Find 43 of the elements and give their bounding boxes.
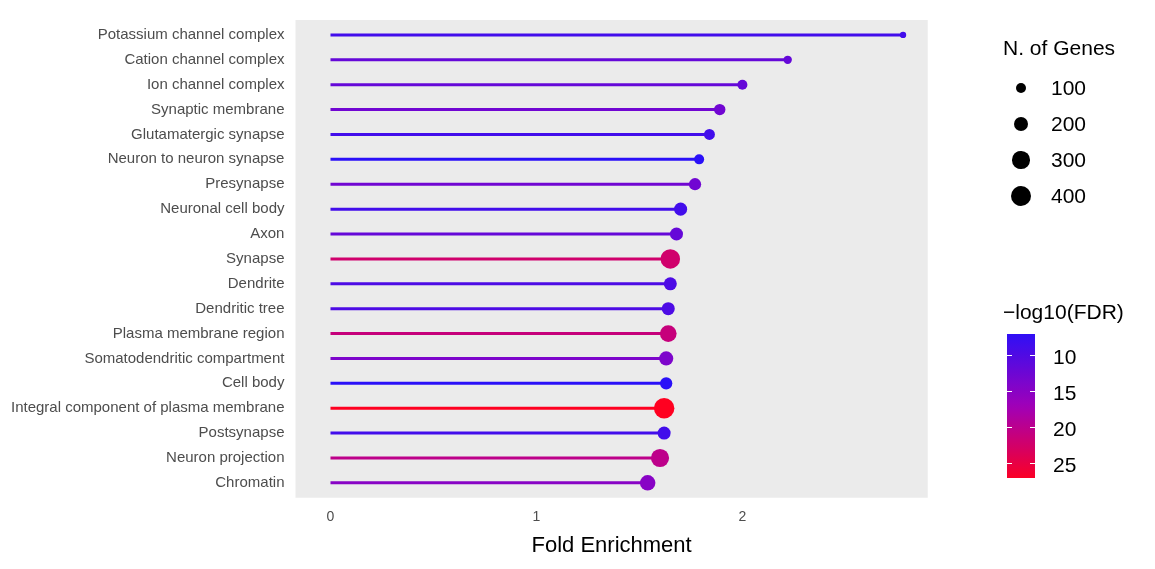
x-axis-title: Fold Enrichment — [531, 531, 692, 557]
point — [659, 351, 674, 366]
y-tick-label: Chromatin — [215, 473, 285, 491]
x-tick-label: 0 — [326, 508, 335, 525]
point — [657, 426, 671, 440]
color-bar-label: 25 — [1053, 452, 1077, 476]
legend-label: 100 — [1051, 76, 1087, 100]
legend-label: 400 — [1051, 184, 1087, 208]
point — [663, 277, 677, 291]
y-tick-label: Dendrite — [227, 273, 285, 291]
color-bar-label: 10 — [1053, 344, 1077, 368]
y-tick-label: Ion channel complex — [146, 74, 285, 92]
y-tick-label: Neuronal cell body — [160, 199, 285, 217]
color-bar-label: 20 — [1053, 416, 1077, 440]
y-tick-label: Neuron projection — [166, 448, 285, 466]
y-tick-label: Potassium channel complex — [97, 25, 285, 43]
point — [688, 178, 702, 191]
y-tick-label: Synapse — [226, 249, 285, 267]
legend-label: 200 — [1051, 112, 1087, 136]
y-tick-label: Neuron to neuron synapse — [107, 149, 285, 167]
point — [660, 377, 673, 390]
y-tick-label: Presynapse — [205, 174, 285, 192]
y-tick-label: Axon — [250, 224, 285, 242]
x-tick-label: 1 — [532, 508, 541, 525]
legend-title: N. of Genes — [1003, 36, 1117, 60]
point — [674, 202, 688, 216]
color-bar-title: −log10(FDR) — [1003, 300, 1124, 324]
y-tick-label: Glutamatergic synapse — [131, 124, 285, 142]
y-tick-label: Postsynapse — [198, 423, 285, 441]
point — [639, 475, 656, 491]
y-tick-label: Integral component of plasma membrane — [10, 398, 285, 416]
point — [714, 103, 726, 116]
point — [661, 302, 675, 316]
y-tick-label: Dendritic tree — [195, 298, 285, 316]
color-bar-label: 15 — [1053, 380, 1077, 404]
y-tick-label: Plasma membrane region — [112, 323, 285, 341]
point — [669, 227, 684, 241]
legend-label: 300 — [1051, 148, 1087, 172]
y-tick-label: Synaptic membrane — [151, 99, 285, 117]
y-tick-label: Somatodendritic compartment — [84, 348, 286, 366]
x-tick-label: 2 — [738, 508, 747, 525]
y-tick-label: Cell body — [221, 373, 285, 391]
y-tick-label: Cation channel complex — [124, 49, 285, 67]
